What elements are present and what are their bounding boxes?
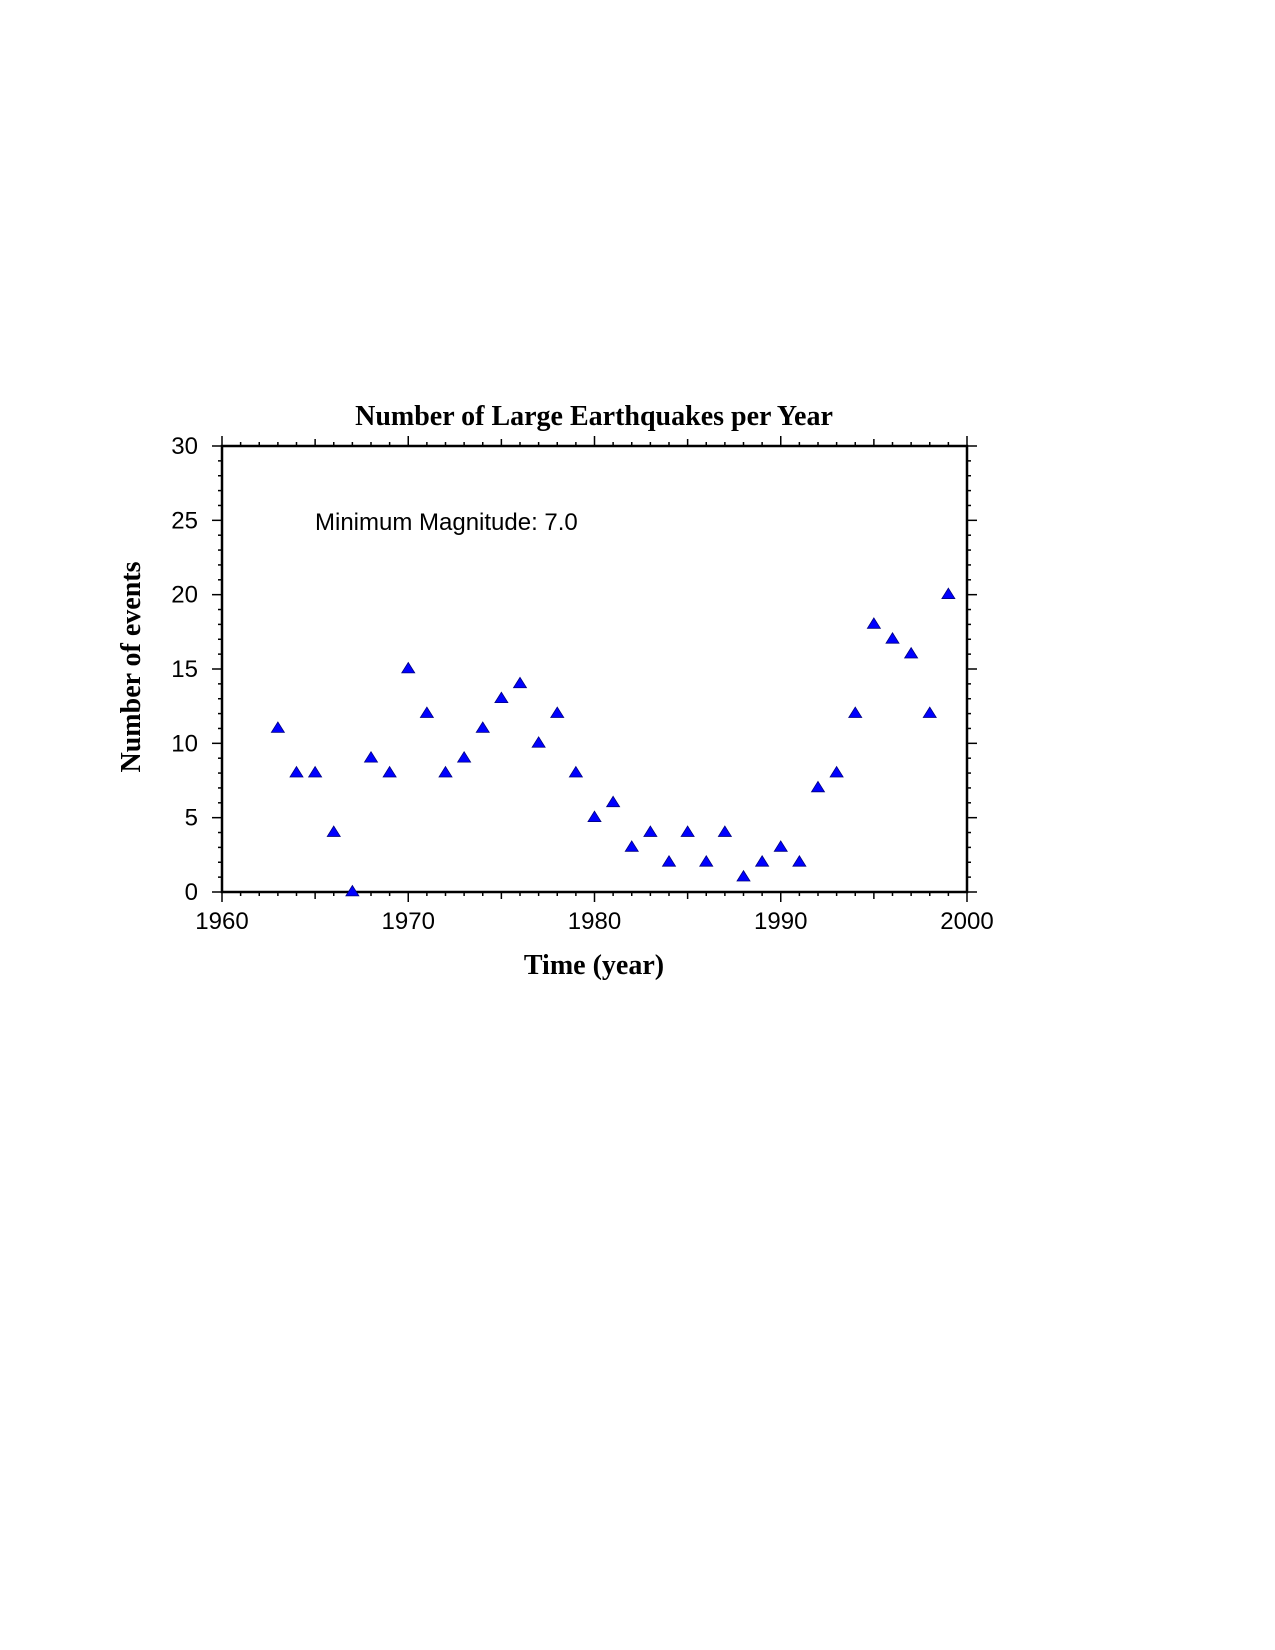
data-point: [680, 825, 695, 837]
x-tick-label: 1970: [382, 908, 435, 935]
chart-title: Number of Large Earthquakes per Year: [355, 401, 833, 432]
data-point: [717, 825, 733, 837]
data-point: [345, 884, 360, 897]
data-point: [289, 765, 304, 778]
data-point: [773, 840, 788, 852]
data-points: [270, 587, 956, 897]
y-tick-label: 20: [171, 582, 198, 609]
y-tick-label: 30: [171, 433, 198, 460]
data-point: [512, 676, 528, 689]
data-point: [736, 869, 751, 882]
data-point: [531, 736, 546, 748]
y-tick-label: 25: [171, 507, 198, 534]
min-magnitude-annotation: Minimum Magnitude: 7.0: [315, 509, 578, 536]
data-point: [941, 587, 956, 599]
y-axis-label: Number of events: [116, 561, 147, 772]
data-point: [885, 632, 900, 644]
data-point: [307, 765, 323, 778]
data-point: [326, 825, 341, 837]
data-point: [270, 721, 286, 733]
y-tick-label: 10: [171, 730, 198, 757]
x-tick-label: 1980: [568, 908, 621, 935]
data-point: [810, 780, 826, 793]
data-point: [643, 825, 658, 837]
data-point: [568, 765, 584, 778]
data-point: [792, 855, 807, 867]
data-point: [363, 750, 379, 763]
y-tick-label: 5: [185, 805, 198, 832]
data-point: [605, 795, 621, 808]
data-point: [624, 840, 639, 852]
data-point: [550, 706, 565, 718]
data-point: [401, 661, 416, 674]
data-point: [475, 721, 490, 733]
data-point: [866, 617, 882, 629]
y-tick-label: 15: [171, 656, 198, 683]
x-tick-label: 1990: [754, 908, 807, 935]
axis-ticks: 1960 1970 1980 1990 2000 0 5 10 15 20 25 30: [171, 433, 993, 935]
data-point: [494, 691, 509, 704]
data-point: [438, 765, 453, 778]
data-point: [848, 706, 863, 718]
data-point: [382, 765, 397, 778]
x-axis-label: Time (year): [524, 950, 664, 981]
data-point: [419, 706, 435, 718]
data-point: [829, 765, 844, 778]
data-point: [903, 646, 919, 659]
data-point: [587, 810, 602, 822]
x-tick-label: 2000: [940, 908, 993, 935]
data-point: [456, 750, 472, 763]
data-point: [922, 706, 937, 718]
data-point: [754, 855, 770, 867]
x-tick-label: 1960: [195, 908, 248, 935]
data-point: [699, 855, 714, 867]
data-point: [661, 855, 677, 867]
y-tick-label: 0: [185, 879, 198, 906]
